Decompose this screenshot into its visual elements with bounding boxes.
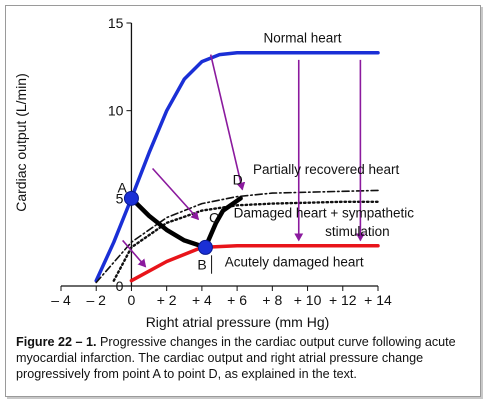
curve-label: Normal heart — [264, 30, 342, 45]
x-tick-label: – 2 — [86, 292, 106, 308]
x-tick-label: + 12 — [329, 292, 357, 308]
y-axis-label: Cardiac output (L/min) — [13, 73, 29, 212]
x-tick-label: + 4 — [192, 292, 212, 308]
figure-caption: Figure 22 – 1. Progressive changes in th… — [16, 334, 468, 382]
series-damaged-heart-sympathetic-stimulation — [112, 200, 380, 282]
x-tick-label: + 14 — [364, 292, 392, 308]
x-tick-label: + 10 — [294, 292, 322, 308]
x-tick-label: + 2 — [157, 292, 177, 308]
curve-label: Partially recovered heart — [253, 162, 400, 177]
curve-label: Damaged heart + sympathetic — [234, 206, 415, 221]
labels: Normal heart Partially recovered heart Dam… — [225, 30, 415, 269]
series-partially-recovered-heart — [95, 189, 379, 284]
figure-label: Figure 22 – 1. — [16, 335, 97, 349]
x-axis-label: Right atrial pressure (mm Hg) — [146, 314, 330, 330]
y-tick-label: 10 — [108, 103, 124, 119]
point-d-label: D — [233, 171, 243, 187]
x-tick-label: – 4 — [51, 292, 71, 308]
arrows — [122, 54, 365, 268]
y-tick-label: 5 — [116, 190, 124, 206]
point-b-label: B — [197, 256, 206, 272]
point-a-label: A — [117, 179, 127, 195]
points: A B C D — [117, 171, 243, 274]
point-c-label: C — [209, 210, 219, 226]
series-progression-path — [129, 196, 243, 250]
y-tick-label: 0 — [116, 278, 124, 294]
shift-arrow — [151, 167, 200, 221]
shift-arrow — [122, 239, 147, 268]
x-tick-label: + 8 — [262, 292, 282, 308]
point-b-marker — [197, 239, 213, 255]
x-tick-label: 0 — [128, 292, 136, 308]
curve-label: stimulation — [325, 224, 390, 239]
figure-frame — [5, 5, 481, 397]
curve-label: Acutely damaged heart — [225, 255, 364, 270]
x-tick-label: + 6 — [227, 292, 247, 308]
caption-text: Progressive changes in the cardiac outpu… — [16, 335, 456, 381]
shift-arrow — [209, 54, 246, 191]
series-acutely-damaged-heart — [129, 243, 380, 283]
point-a-marker — [123, 190, 139, 206]
y-tick-label: 15 — [108, 15, 124, 31]
